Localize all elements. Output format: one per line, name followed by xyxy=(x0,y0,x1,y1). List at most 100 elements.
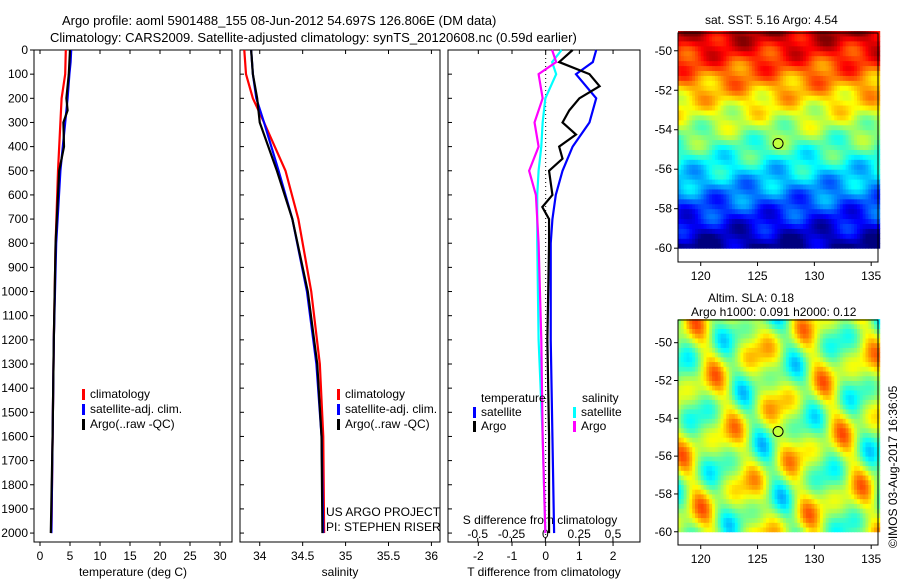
map-cell xyxy=(808,105,813,111)
map-cell xyxy=(683,169,688,175)
map-cell xyxy=(686,80,690,86)
map-cell xyxy=(839,228,844,234)
map-cell xyxy=(695,333,699,339)
map-cell xyxy=(734,408,739,415)
map-cell xyxy=(700,465,705,471)
map-cell xyxy=(771,465,776,471)
map-cell xyxy=(774,65,778,72)
map-cell xyxy=(788,70,793,76)
map-cell xyxy=(785,228,790,234)
map-cell xyxy=(851,109,855,116)
map-cell xyxy=(828,114,832,121)
map-cell xyxy=(680,328,685,334)
map-cell xyxy=(729,380,733,386)
map-cell xyxy=(845,95,849,101)
map-cell xyxy=(695,149,699,155)
map-cell xyxy=(837,139,841,146)
map-cell xyxy=(842,75,847,81)
map-cell xyxy=(808,119,813,126)
map-cell xyxy=(757,45,761,52)
map-cell xyxy=(706,188,710,195)
map-cell xyxy=(871,149,875,155)
map-cell xyxy=(680,375,685,382)
map-cell xyxy=(862,149,866,155)
map-cell xyxy=(743,489,747,495)
map-cell xyxy=(683,60,688,67)
map-cell xyxy=(680,124,685,131)
map-cell xyxy=(774,114,778,121)
map-cell xyxy=(726,408,730,415)
map-cell xyxy=(845,129,849,136)
map-cell xyxy=(692,460,696,467)
map-cell xyxy=(678,193,682,200)
map-cell xyxy=(771,323,776,330)
map-cell xyxy=(689,408,693,415)
map-cell xyxy=(851,218,855,225)
map-cell xyxy=(777,352,781,358)
map-cell xyxy=(848,95,852,101)
map-cell xyxy=(808,40,813,47)
map-cell xyxy=(763,164,767,170)
map-cell xyxy=(729,423,733,429)
map-cell xyxy=(743,319,747,325)
map-cell xyxy=(686,90,690,96)
map-cell xyxy=(723,371,727,377)
map-cell xyxy=(760,75,764,81)
map-cell xyxy=(712,385,716,391)
map-cell xyxy=(683,100,688,106)
map-cell xyxy=(763,337,767,344)
map-cell xyxy=(749,238,753,244)
map-cell xyxy=(794,154,798,160)
map-cell xyxy=(697,470,702,476)
map-cell xyxy=(788,105,793,111)
map-cell xyxy=(717,319,722,325)
map-cell xyxy=(780,404,784,410)
map-cell xyxy=(811,109,815,116)
map-cell xyxy=(689,243,693,249)
map-cell xyxy=(717,144,722,150)
map-cell xyxy=(695,389,699,396)
map-cell xyxy=(746,517,750,523)
map-cell xyxy=(729,144,733,150)
map-cell xyxy=(697,328,702,334)
map-cell xyxy=(766,223,770,229)
map-cell xyxy=(768,489,773,495)
map-cell xyxy=(723,208,727,215)
map-cell xyxy=(720,169,724,175)
map-cell xyxy=(791,208,795,215)
map-cell xyxy=(717,159,722,165)
map-cell xyxy=(780,503,784,509)
map-cell xyxy=(780,65,784,72)
map-cell xyxy=(757,139,761,146)
map-cell xyxy=(678,451,682,457)
map-cell xyxy=(859,213,864,220)
map-cell xyxy=(714,484,719,490)
map-cell xyxy=(678,479,682,485)
map-cell xyxy=(749,198,753,205)
map-cell xyxy=(780,413,784,419)
map-cell xyxy=(683,70,688,76)
map-cell xyxy=(729,361,733,367)
map-cell xyxy=(839,50,844,57)
map-cell xyxy=(729,347,733,353)
map-cell xyxy=(700,375,705,382)
map-cell xyxy=(777,347,781,353)
map-cell xyxy=(686,460,690,467)
map-cell xyxy=(774,328,778,334)
map-cell xyxy=(828,233,832,239)
map-cell xyxy=(771,347,776,353)
map-cell xyxy=(749,179,753,185)
map-cell xyxy=(763,493,767,500)
map-cell xyxy=(763,380,767,386)
map-cell xyxy=(740,512,744,519)
map-cell xyxy=(717,223,722,229)
map-cell xyxy=(720,203,724,210)
map-cell xyxy=(703,80,707,86)
map-cell xyxy=(726,70,730,76)
map-cell xyxy=(780,119,784,126)
map-cell xyxy=(763,342,767,348)
map-cell xyxy=(808,188,813,195)
map-cell xyxy=(865,119,869,126)
map-cell xyxy=(754,238,759,244)
map-cell xyxy=(731,213,736,220)
